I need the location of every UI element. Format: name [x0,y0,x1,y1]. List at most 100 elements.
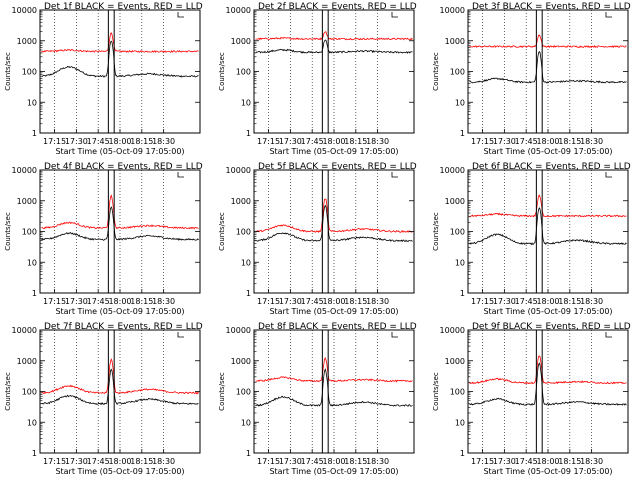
x-tick-label: 18:00 [322,457,345,466]
y-tick-label: 1 [32,449,37,458]
panel-det-2: Det 2f BLACK = Events, RED = LLD 1 10 100 10… [218,2,417,156]
x-tick-label: 17:30 [493,457,516,466]
x-axis-label: Start Time (05-Oct-09 17:05:00) [55,307,184,316]
x-tick-label: 17:45 [515,137,538,146]
corner-marker [177,332,184,338]
x-axis-label: Start Time (05-Oct-09 17:05:00) [55,147,184,156]
series-lld [41,358,199,395]
x-tick-label: 17:30 [493,137,516,146]
panel-title: Det 5f BLACK = Events, RED = LLD [258,162,417,172]
y-tick-label: 10000 [12,166,37,175]
y-tick-label: 10 [241,258,251,267]
series-lld [469,355,627,385]
y-tick-label: 1000 [17,357,37,366]
y-tick-label: 1000 [445,197,465,206]
y-tick-label: 1000 [445,37,465,46]
panel-det-1: Det 1f BLACK = Events, RED = LLD 1 10 100 10… [4,2,203,156]
y-tick-label: 10000 [226,326,251,335]
x-axis-label: Start Time (05-Oct-09 17:05:00) [483,307,612,316]
x-tick-label: 18:15 [130,297,153,306]
x-axis-label: Start Time (05-Oct-09 17:05:00) [483,147,612,156]
x-tick-label: 17:15 [43,137,66,146]
y-tick-label: 1000 [231,357,251,366]
x-tick-label: 18:00 [536,457,559,466]
x-tick-label: 18:15 [344,297,367,306]
x-tick-label: 18:15 [130,457,153,466]
panel-title: Det 9f BLACK = Events, RED = LLD [472,322,631,332]
y-tick-label: 10 [241,98,251,107]
y-tick-label: 10 [27,418,37,427]
y-axis-label: Counts/sec [4,212,12,251]
x-tick-label: 18:00 [108,297,131,306]
x-tick-label: 17:15 [257,297,280,306]
y-tick-label: 10 [455,98,465,107]
y-axis-label: Counts/sec [432,372,440,411]
series-lld [255,357,413,383]
x-tick-label: 18:00 [322,297,345,306]
x-tick-label: 18:30 [366,457,389,466]
y-axis-label: Counts/sec [218,372,226,411]
panel-title: Det 3f BLACK = Events, RED = LLD [472,2,631,12]
y-tick-label: 1 [460,289,465,298]
series-events [41,206,199,241]
x-tick-label: 17:45 [301,457,324,466]
y-tick-label: 1000 [445,357,465,366]
corner-marker [177,12,184,18]
series-lld [469,34,627,49]
x-tick-label: 18:15 [344,457,367,466]
x-tick-label: 18:15 [344,137,367,146]
x-tick-label: 18:00 [536,137,559,146]
y-tick-label: 10000 [440,326,465,335]
x-tick-label: 17:45 [87,457,110,466]
x-tick-label: 18:00 [536,297,559,306]
y-tick-label: 10000 [12,326,37,335]
series-events [469,50,627,84]
panel-title: Det 4f BLACK = Events, RED = LLD [44,162,203,172]
y-tick-label: 10000 [226,6,251,15]
y-tick-label: 100 [450,228,465,237]
corner-marker [177,172,184,178]
y-tick-label: 10 [241,418,251,427]
panel-det-7: Det 7f BLACK = Events, RED = LLD 1 10 100 10… [4,322,203,476]
y-tick-label: 100 [236,68,251,77]
panel-title: Det 7f BLACK = Events, RED = LLD [44,322,203,332]
x-tick-label: 17:45 [301,297,324,306]
x-axis-label: Start Time (05-Oct-09 17:05:00) [483,467,612,476]
y-tick-label: 1 [246,129,251,138]
x-tick-label: 17:15 [43,457,66,466]
y-tick-label: 100 [236,388,251,397]
y-tick-label: 1000 [231,197,251,206]
panel-title: Det 2f BLACK = Events, RED = LLD [258,2,417,12]
y-tick-label: 1 [460,449,465,458]
y-axis-label: Counts/sec [218,52,226,91]
y-axis-label: Counts/sec [4,372,12,411]
y-axis-label: Counts/sec [4,52,12,91]
y-tick-label: 100 [450,388,465,397]
series-events [255,39,413,54]
x-tick-label: 17:45 [515,457,538,466]
corner-marker [391,12,398,18]
x-tick-label: 18:30 [580,297,603,306]
x-tick-label: 17:15 [257,457,280,466]
x-tick-label: 17:30 [279,137,302,146]
y-tick-label: 100 [450,68,465,77]
x-tick-label: 17:30 [279,297,302,306]
y-tick-label: 10000 [440,166,465,175]
y-tick-label: 100 [236,228,251,237]
series-lld [41,194,199,230]
x-tick-label: 17:30 [65,137,88,146]
x-tick-label: 17:15 [471,137,494,146]
series-lld [255,31,413,41]
y-tick-label: 100 [22,68,37,77]
series-events [469,207,627,246]
corner-marker [605,12,612,18]
series-events [255,204,413,243]
y-tick-label: 10 [27,258,37,267]
x-tick-label: 17:15 [257,137,280,146]
panel-det-6: Det 6f BLACK = Events, RED = LLD 1 10 100 10… [432,162,631,316]
y-tick-label: 100 [22,388,37,397]
y-tick-label: 10000 [12,6,37,15]
x-tick-label: 18:30 [366,137,389,146]
panel-det-3: Det 3f BLACK = Events, RED = LLD 1 10 100 10… [432,2,631,156]
panel-det-8: Det 8f BLACK = Events, RED = LLD 1 10 100 10… [218,322,417,476]
